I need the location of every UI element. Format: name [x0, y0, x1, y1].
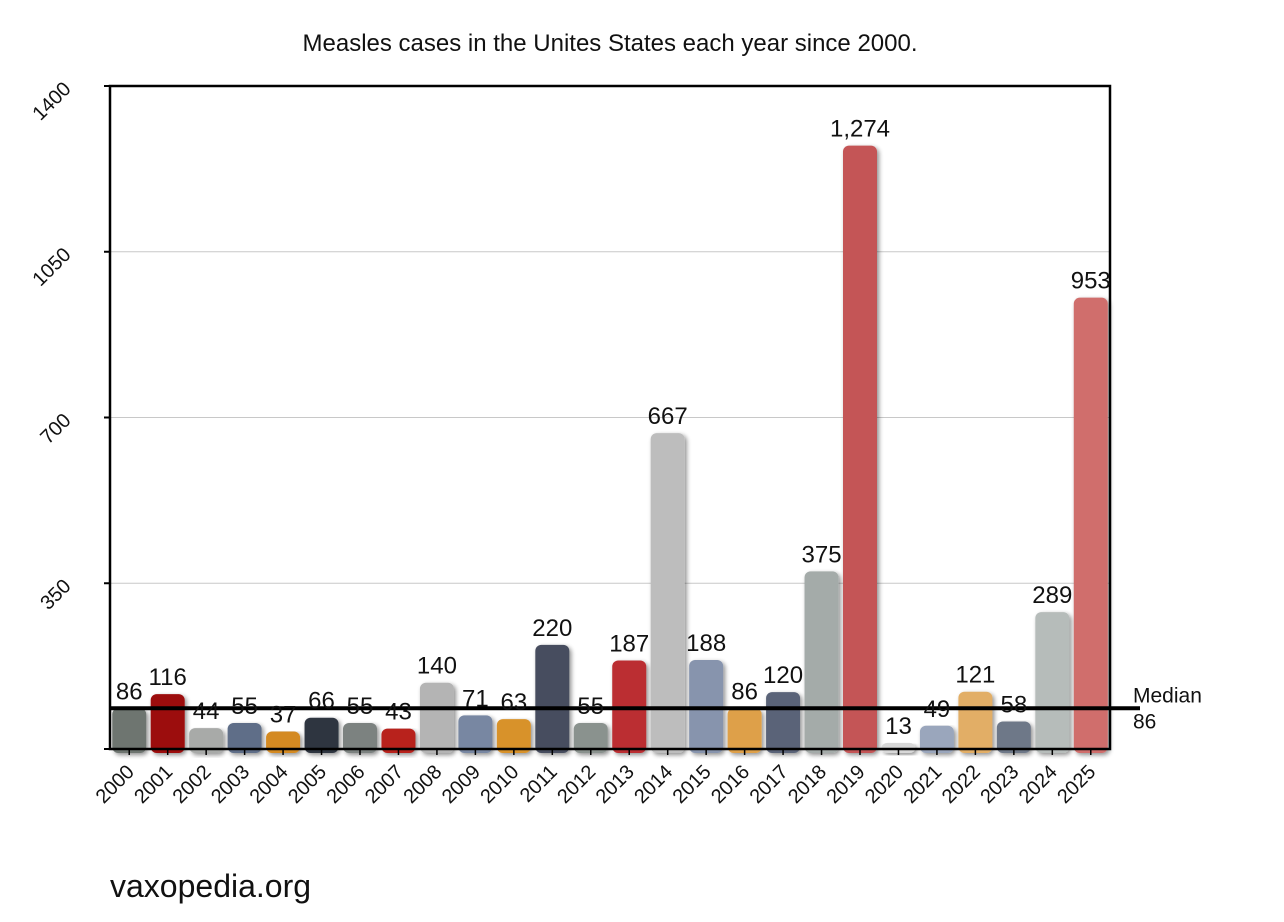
bar-value-label: 220 — [532, 615, 572, 642]
bar-value-label: 49 — [924, 696, 951, 723]
bar-value-label: 289 — [1032, 582, 1072, 609]
bar-value-label: 55 — [347, 693, 374, 720]
bar-value-label: 120 — [763, 662, 803, 689]
bar-2011 — [535, 644, 570, 753]
median-line-group: Median 86 — [110, 684, 1202, 733]
bar-2014 — [650, 433, 685, 753]
x-tick-label: 2011 — [516, 761, 562, 807]
y-tick-label: 1400 — [29, 78, 76, 125]
bar-value-label: 121 — [955, 662, 995, 689]
bar-value-label: 86 — [116, 678, 143, 705]
x-tick-label: 2001 — [130, 761, 177, 808]
y-tick-label: 1050 — [29, 244, 76, 291]
x-tick-label: 2025 — [1053, 761, 1100, 808]
x-tick-label: 2005 — [284, 761, 331, 808]
x-tick-label: 2012 — [553, 761, 600, 808]
x-tick-label: 2016 — [707, 761, 754, 808]
bars — [112, 145, 1108, 754]
x-tick-label: 2009 — [438, 761, 485, 808]
x-tick-label: 2013 — [592, 761, 639, 808]
bar-2008 — [419, 682, 454, 753]
bar-2022 — [958, 691, 993, 753]
bar-2009 — [458, 715, 493, 753]
x-tick-label: 2017 — [746, 761, 793, 808]
bar-2025 — [1073, 297, 1108, 753]
x-tick-label: 2010 — [476, 761, 523, 808]
bar-value-label: 66 — [308, 688, 335, 715]
x-tick-label: 2006 — [323, 761, 370, 808]
x-tick-label: 2014 — [630, 761, 677, 808]
bar-value-label: 140 — [417, 653, 457, 680]
bar-value-label: 187 — [609, 630, 649, 657]
bar-value-label: 1,274 — [830, 116, 890, 143]
x-tick-label: 2021 — [899, 761, 946, 808]
x-tick-label: 2003 — [207, 761, 254, 808]
x-tick-label: 2008 — [399, 761, 446, 808]
x-tick-label: 2002 — [169, 761, 216, 808]
y-tick-label: 350 — [36, 575, 75, 614]
bar-2019 — [843, 145, 877, 754]
x-tick-label: 2004 — [246, 761, 293, 808]
x-tick-label: 2020 — [861, 761, 908, 808]
y-axis-ticks: 350 700 1050 1400 — [29, 78, 110, 750]
x-tick-label: 2018 — [784, 761, 831, 808]
bar-2005 — [304, 717, 339, 753]
bar-2012 — [573, 722, 608, 753]
x-tick-label: 2007 — [361, 761, 408, 808]
x-tick-label: 2024 — [1015, 761, 1062, 808]
bar-2021 — [919, 725, 954, 753]
bar-value-label: 55 — [577, 693, 604, 720]
bar-value-label: 58 — [1000, 692, 1027, 719]
x-tick-label: 2022 — [938, 761, 985, 808]
bar-2006 — [343, 722, 377, 753]
bar-value-label: 63 — [500, 689, 527, 716]
bar-2023 — [996, 721, 1031, 753]
bar-value-label: 71 — [462, 685, 489, 712]
x-tick-label: 2023 — [976, 761, 1023, 808]
bar-value-label: 55 — [231, 693, 258, 720]
bar-value-label: 44 — [193, 698, 220, 725]
bar-2017 — [766, 692, 801, 753]
bar-value-label: 953 — [1071, 268, 1111, 295]
bar-value-label: 86 — [731, 678, 758, 705]
bar-value-label: 116 — [149, 664, 187, 691]
x-tick-label: 2015 — [669, 761, 716, 808]
median-label: Median — [1133, 684, 1202, 707]
bar-2002 — [189, 728, 224, 753]
bar-2004 — [266, 731, 301, 753]
x-tick-label: 2000 — [92, 761, 139, 808]
chart-title: Measles cases in the Unites States each … — [302, 30, 918, 57]
median-value-label: 86 — [1133, 710, 1156, 733]
x-tick-label: 2019 — [823, 761, 870, 808]
bar-2003 — [227, 722, 262, 753]
x-axis-ticks: 2000200120022003200420052006200720082009… — [92, 749, 1100, 808]
bar-value-label: 13 — [885, 713, 912, 740]
bar-value-label: 667 — [648, 403, 688, 430]
bar-value-label: 375 — [802, 541, 842, 568]
bar-2010 — [496, 719, 531, 753]
bar-2024 — [1035, 612, 1070, 753]
gridlines — [110, 251, 1110, 584]
bar-value-label: 43 — [385, 699, 412, 726]
bar-2007 — [381, 728, 416, 753]
bar-2000 — [112, 708, 147, 753]
y-tick-label: 700 — [36, 409, 75, 448]
watermark: vaxopedia.org — [110, 868, 312, 904]
bar-2016 — [727, 708, 762, 753]
bar-value-label: 188 — [686, 630, 726, 657]
bar-2001 — [150, 694, 185, 753]
bar-2018 — [804, 571, 839, 753]
bar-value-label: 37 — [270, 701, 297, 728]
